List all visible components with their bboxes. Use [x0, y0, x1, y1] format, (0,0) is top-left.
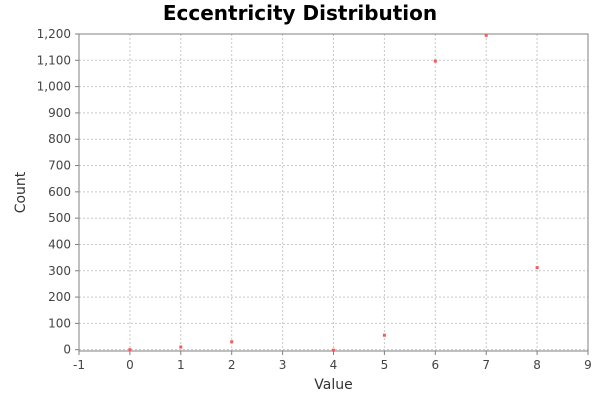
grid-lines	[78, 33, 589, 351]
x-tick-label: 6	[431, 358, 439, 372]
x-tick-label: 2	[228, 358, 236, 372]
y-tick-label: 800	[48, 132, 71, 146]
y-tick-label: 900	[48, 106, 71, 120]
y-tick-label: 200	[48, 290, 71, 304]
x-tick-label: 3	[279, 358, 287, 372]
y-tick-label: 600	[48, 185, 71, 199]
x-tick-label: 1	[177, 358, 185, 372]
x-axis-label: Value	[314, 377, 352, 393]
data-point	[179, 345, 183, 349]
data-point	[382, 333, 386, 337]
x-tick-label: -1	[73, 358, 85, 372]
x-tick-label: 5	[381, 358, 389, 372]
x-tick-label: 7	[482, 358, 490, 372]
y-tick-label: 500	[48, 211, 71, 225]
data-point	[230, 340, 234, 344]
x-tick-label: 4	[330, 358, 338, 372]
x-axis: -1 0 1 2 3 4 5 6 7 8 9	[73, 351, 592, 372]
x-tick-label: 8	[533, 358, 541, 372]
y-axis-label: Count	[13, 171, 29, 213]
y-tick-label: 1,000	[37, 80, 71, 94]
x-tick-label: 9	[584, 358, 592, 372]
data-points	[128, 33, 539, 352]
x-tick-label: 0	[126, 358, 134, 372]
chart-title: Eccentricity Distribution	[162, 1, 438, 25]
y-tick-label: 0	[63, 343, 71, 357]
data-point	[128, 348, 132, 352]
y-tick-label: 400	[48, 237, 71, 251]
y-tick-label: 100	[48, 316, 71, 330]
data-point	[535, 266, 539, 270]
y-tick-label: 300	[48, 264, 71, 278]
y-tick-label: 1,200	[37, 27, 71, 41]
y-tick-label: 1,100	[37, 53, 71, 67]
data-point	[332, 348, 335, 352]
y-axis: 0 100 200 300 400 500 600 700 800 900 1,000 1,100 1,…	[37, 27, 79, 357]
data-point	[433, 59, 437, 63]
y-tick-label: 700	[48, 159, 71, 173]
data-point	[484, 33, 488, 37]
